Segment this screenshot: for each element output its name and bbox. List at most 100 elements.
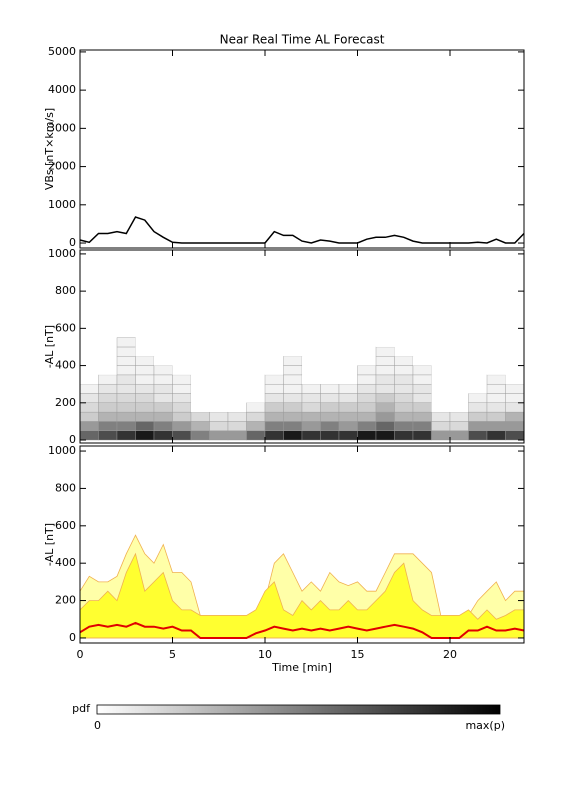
pdf-cell <box>98 365 117 375</box>
pdf-cell <box>98 421 118 431</box>
x-tick-label: 15 <box>351 648 365 661</box>
pdf-cell <box>135 402 155 413</box>
pdf-cell <box>302 356 321 366</box>
pdf-cell <box>98 411 118 422</box>
pdf-cell <box>431 393 450 403</box>
pdf-cell <box>412 383 432 394</box>
pdf-cell <box>264 383 284 394</box>
pdf-cell <box>301 421 321 431</box>
pdf-cell <box>228 337 247 347</box>
pdf-cell <box>357 374 377 385</box>
pdf-cell <box>505 383 525 394</box>
pdf-cell <box>246 411 266 422</box>
pdf-cell <box>468 374 487 385</box>
pdf-cell <box>264 430 284 441</box>
pdf-cell <box>338 411 358 422</box>
pdf-cell <box>227 411 247 422</box>
pdf-cell <box>228 346 247 357</box>
pdf-cell <box>264 374 284 385</box>
pdf-cell <box>191 374 210 385</box>
pdf-cell <box>209 346 228 357</box>
pdf-cell <box>320 402 340 413</box>
pdf-cell <box>413 356 432 366</box>
pdf-cell <box>394 365 414 376</box>
pdf-cell <box>98 356 117 366</box>
pdf-cell <box>375 383 395 394</box>
pdf-cell <box>228 393 247 403</box>
pdf-cell <box>450 337 469 347</box>
pdf-cell <box>412 402 432 413</box>
pdf-cell <box>394 421 414 431</box>
pdf-cell <box>505 356 524 366</box>
pdf-cell <box>450 402 469 413</box>
pdf-cell <box>357 402 377 413</box>
pdf-cell <box>264 411 284 422</box>
pdf-cell <box>246 430 266 441</box>
pdf-cell <box>98 346 117 357</box>
y-tick-label: 0 <box>69 433 76 446</box>
pdf-cell <box>98 383 118 394</box>
pdf-cell <box>116 337 136 348</box>
pdf-cell <box>357 393 377 403</box>
pdf-cell <box>302 346 321 357</box>
pdf-cell <box>246 421 266 431</box>
pdf-cell <box>228 365 247 375</box>
pdf-cell <box>357 383 377 394</box>
pdf-cell <box>172 346 191 357</box>
pdf-cell <box>246 374 265 385</box>
pdf-cell <box>375 365 395 376</box>
pdf-cell <box>505 374 524 385</box>
pdf-cell <box>302 337 321 347</box>
pdf-cell <box>375 402 395 413</box>
pdf-cell <box>450 374 469 385</box>
pdf-cell <box>339 365 358 375</box>
pdf-cell <box>79 402 99 413</box>
pdf-cell <box>191 356 210 366</box>
pdf-cell <box>135 393 155 403</box>
pdf-cell <box>486 421 506 431</box>
pdf-cell <box>375 356 395 366</box>
pdf-cell <box>431 384 450 394</box>
pdf-cell <box>320 365 339 375</box>
plot-frame <box>79 49 525 249</box>
pdf-cell <box>79 411 99 422</box>
pdf-cell <box>135 346 154 357</box>
pdf-cell <box>283 421 303 431</box>
pdf-cell <box>302 365 321 375</box>
pdf-cell <box>357 365 377 376</box>
pdf-cell <box>375 346 395 357</box>
pdf-cell <box>191 393 210 403</box>
plot-frame <box>79 445 525 644</box>
pdf-cell <box>79 383 99 394</box>
pdf-cell <box>80 337 99 347</box>
pdf-cell <box>449 421 469 431</box>
pdf-cell <box>209 384 228 394</box>
pdf-cell <box>246 384 265 394</box>
pdf-cell <box>98 430 118 441</box>
pdf-cell <box>431 430 451 441</box>
y-tick-label: 200 <box>55 396 76 409</box>
pdf-cell <box>227 430 247 441</box>
pdf-cell <box>153 430 173 441</box>
pdf-cell <box>172 356 191 366</box>
pdf-cell <box>450 393 469 403</box>
colorbar <box>96 704 501 715</box>
pdf-cell <box>116 393 136 403</box>
pdf-cell <box>320 383 340 394</box>
pdf-cell <box>320 421 340 431</box>
pdf-cell <box>98 393 118 403</box>
pdf-cell <box>135 374 155 385</box>
pdf-cell <box>172 430 192 441</box>
pdf-cell <box>301 383 321 394</box>
pdf-cell <box>79 430 99 441</box>
y-tick-label: 1000 <box>48 198 76 211</box>
pdf-cell <box>135 430 155 441</box>
y-tick-label: 200 <box>55 594 76 607</box>
pdf-cell <box>357 430 377 441</box>
y-axis-label: VBs [nT×km/s] <box>43 108 56 190</box>
pdf-cell <box>191 365 210 375</box>
pdf-cell <box>116 430 136 441</box>
pdf-cell <box>283 430 303 441</box>
pdf-cell <box>301 402 321 413</box>
pdf-cell <box>468 421 488 431</box>
